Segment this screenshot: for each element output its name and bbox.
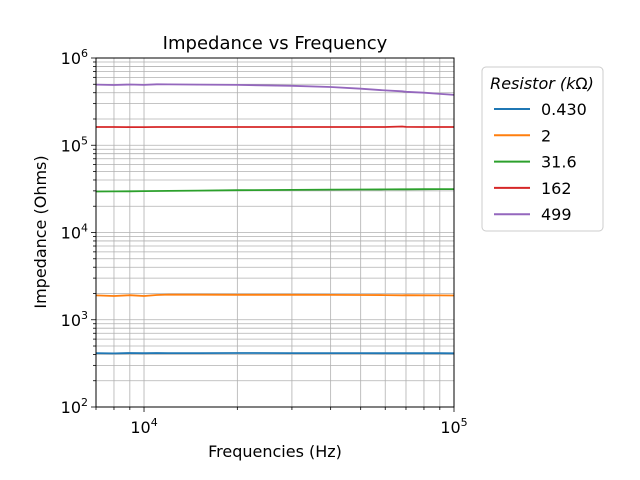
legend-label: 2 bbox=[541, 126, 551, 145]
grid bbox=[95, 57, 455, 408]
series-line-2 bbox=[95, 293, 455, 297]
x-tick-label: 105 bbox=[440, 416, 467, 437]
y-tick-label: 103 bbox=[61, 309, 88, 330]
legend-title-symbol: Ω bbox=[575, 74, 587, 93]
legend-title-text: Resistor (k bbox=[490, 74, 576, 93]
legend-title: Resistor (kΩ) bbox=[490, 74, 594, 93]
legend-label: 31.6 bbox=[541, 153, 577, 172]
y-tick-label: 106 bbox=[61, 47, 88, 68]
series-line-3 bbox=[95, 188, 454, 193]
legend-label: 162 bbox=[541, 179, 572, 198]
chart-title: Impedance vs Frequency bbox=[163, 33, 388, 54]
y-tick-label: 105 bbox=[61, 134, 88, 155]
y-axis-ticks: 102 103 104 105 106 bbox=[61, 47, 96, 417]
y-tick-label: 102 bbox=[61, 396, 88, 417]
x-axis-ticks: 104 105 bbox=[95, 407, 468, 437]
y-tick-label: 104 bbox=[61, 222, 88, 243]
x-tick-label: 104 bbox=[130, 416, 157, 437]
series-line-4 bbox=[96, 125, 454, 128]
legend-label: 0.430 bbox=[541, 100, 587, 119]
legend-title-close: ) bbox=[587, 74, 594, 93]
legend: Resistor (kΩ) 0.430 2 31.6 162 499 bbox=[481, 66, 604, 232]
legend-label: 499 bbox=[541, 205, 572, 224]
x-axis-label: Frequencies (Hz) bbox=[208, 442, 342, 461]
plot-area: 104 105 102 103 104 105 106 bbox=[61, 47, 468, 437]
y-axis-label: Impedance (Ohms) bbox=[31, 155, 50, 308]
series-lines bbox=[95, 83, 455, 355]
series-line-5 bbox=[95, 83, 455, 96]
legend-items: 0.430 2 31.6 162 499 bbox=[494, 100, 587, 224]
